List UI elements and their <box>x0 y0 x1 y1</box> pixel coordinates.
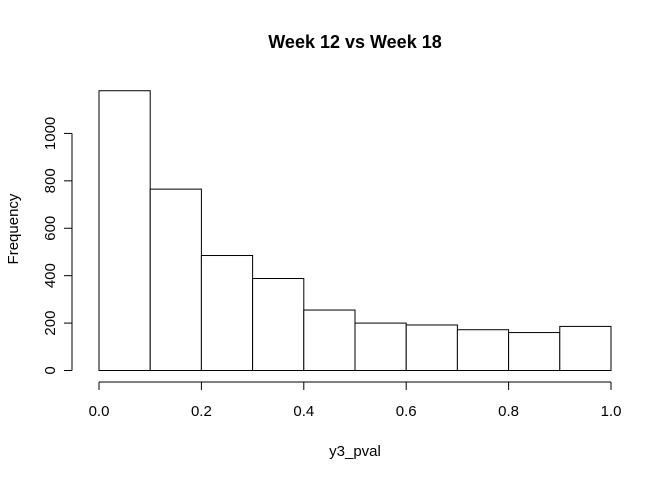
y-tick-label: 800 <box>42 168 59 193</box>
y-tick-label: 0 <box>42 366 59 374</box>
x-tick-label: 1.0 <box>601 403 622 420</box>
y-tick-label: 200 <box>42 311 59 336</box>
bars-group <box>98 90 612 372</box>
histogram-bar <box>252 278 305 371</box>
y-axis: 0 200 400 600 800 1000 <box>42 117 73 375</box>
y-tick-label: 1000 <box>42 117 59 150</box>
x-tick-label: 0.8 <box>498 403 519 420</box>
y-tick-label: 400 <box>42 263 59 288</box>
histogram-bar <box>559 325 612 371</box>
chart-title: Week 12 vs Week 18 <box>268 32 441 52</box>
x-axis: 0.0 0.2 0.4 0.6 0.8 1.0 <box>89 381 622 420</box>
histogram-bar <box>200 255 254 372</box>
histogram-bar <box>149 188 202 371</box>
histogram-bar <box>303 309 356 372</box>
histogram-bar <box>456 329 510 372</box>
histogram-bar <box>508 332 561 372</box>
histogram-bar <box>354 322 407 372</box>
x-tick-label: 0.0 <box>89 403 110 420</box>
y-tick-label: 600 <box>42 216 59 241</box>
x-axis-label: y3_pval <box>329 443 381 460</box>
x-tick-label: 0.4 <box>293 403 314 420</box>
y-axis-label: Frequency <box>5 193 22 264</box>
histogram-bar <box>98 90 151 371</box>
x-tick-label: 0.6 <box>396 403 417 420</box>
histogram-bar <box>405 324 458 372</box>
x-tick-label: 0.2 <box>191 403 212 420</box>
